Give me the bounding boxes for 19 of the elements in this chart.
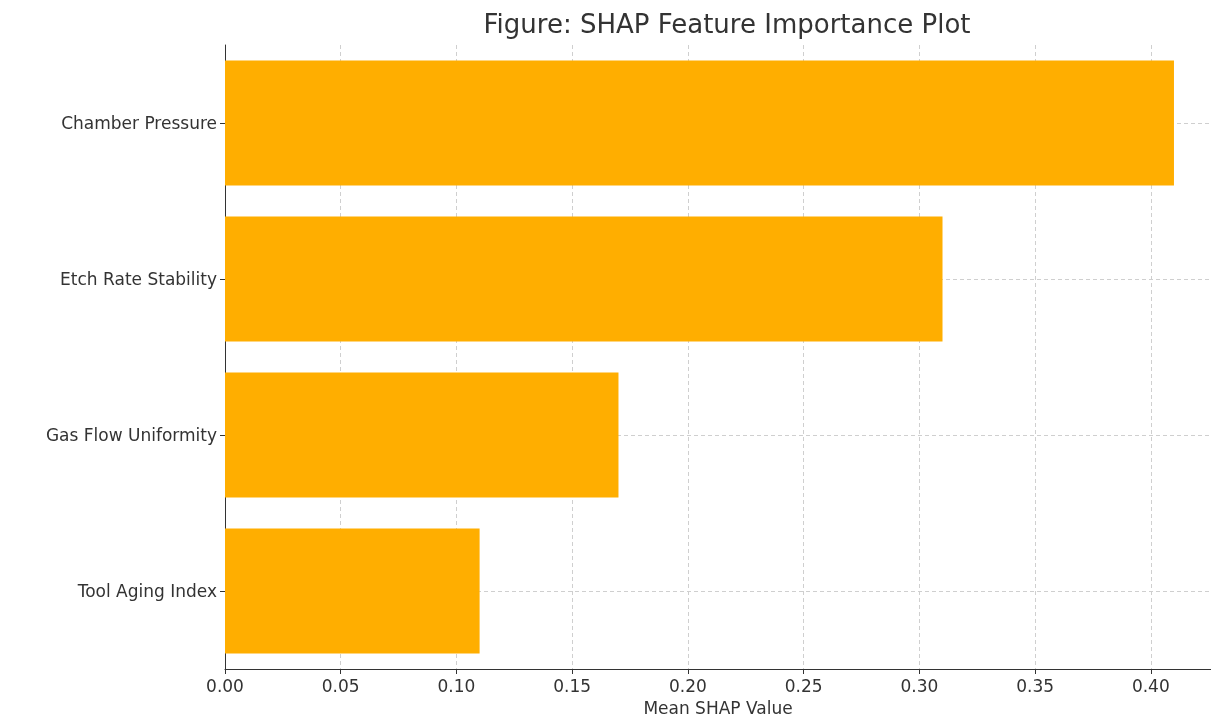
x-tick-label: 0.00 (206, 675, 244, 696)
y-tick-label: Etch Rate Stability (60, 269, 217, 289)
x-tick-label: 0.15 (553, 675, 592, 696)
x-tick-label: 0.20 (668, 675, 707, 696)
y-tick-label: Gas Flow Uniformity (45, 425, 217, 445)
x-axis-title: Mean SHAP Value (643, 697, 793, 718)
x-tick-label: 0.30 (900, 675, 939, 696)
y-tick-label: Tool Aging Index (76, 581, 217, 601)
y-tick-label: Chamber Pressure (61, 113, 217, 133)
x-tick-label: 0.05 (321, 675, 360, 696)
bar (225, 372, 619, 498)
bar (225, 60, 1174, 186)
x-tick-label: 0.10 (437, 675, 476, 696)
bar (225, 528, 480, 654)
bar (225, 216, 943, 342)
x-tick-label: 0.25 (784, 675, 823, 696)
x-tick-label: 0.40 (1131, 675, 1170, 696)
x-tick-label: 0.35 (1016, 675, 1055, 696)
chart-title: Figure: SHAP Feature Importance Plot (483, 9, 971, 39)
